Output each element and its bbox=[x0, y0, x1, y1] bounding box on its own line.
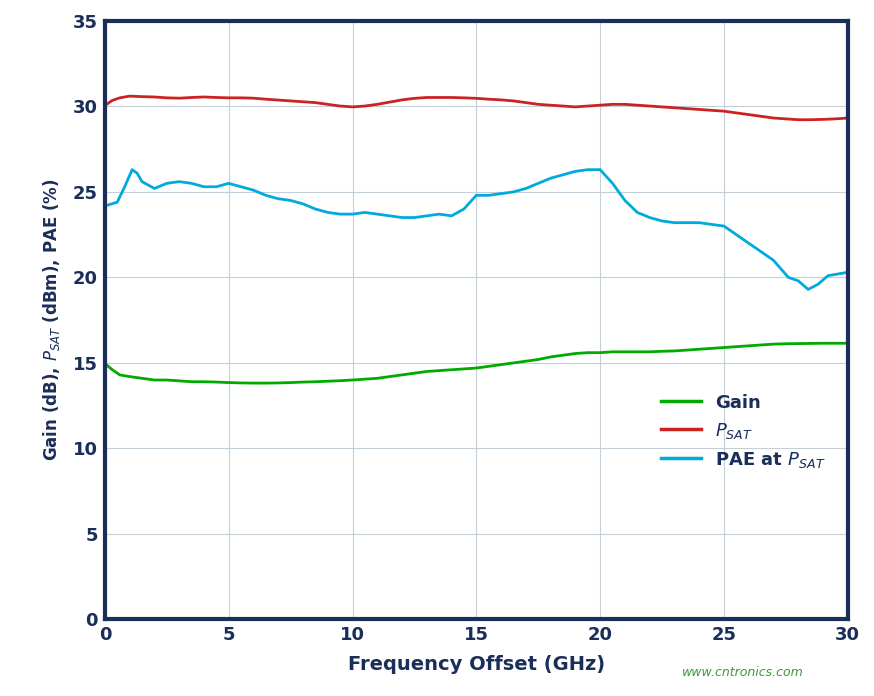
Text: www.cntronics.com: www.cntronics.com bbox=[683, 665, 804, 679]
Legend: Gain, $P_{SAT}$, PAE at $P_{SAT}$: Gain, $P_{SAT}$, PAE at $P_{SAT}$ bbox=[652, 385, 835, 479]
X-axis label: Frequency Offset (GHz): Frequency Offset (GHz) bbox=[348, 656, 605, 674]
Y-axis label: Gain (dB), $P_{SAT}$ (dBm), PAE (%): Gain (dB), $P_{SAT}$ (dBm), PAE (%) bbox=[41, 179, 62, 461]
